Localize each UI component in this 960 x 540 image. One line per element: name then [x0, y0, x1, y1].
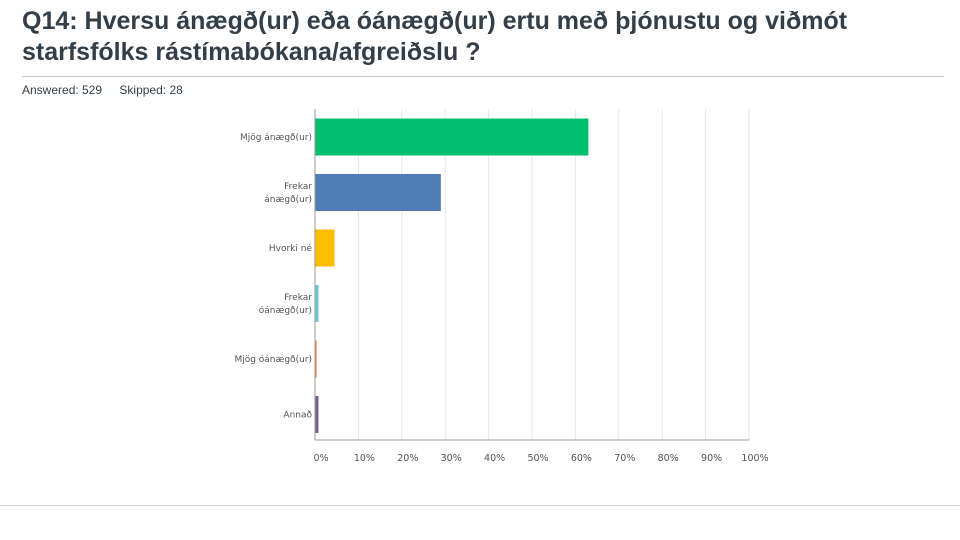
category-label: ánægð(ur) [264, 195, 312, 205]
x-tick-label: 90% [701, 453, 722, 464]
answered-count: Answered: 529 [22, 83, 103, 97]
x-tick-label: 10% [354, 453, 375, 464]
category-label: Hvorki né [269, 243, 313, 254]
x-tick-label: 70% [614, 453, 635, 464]
title-divider [22, 76, 944, 77]
skipped-count: Skipped: 28 [119, 83, 183, 97]
x-tick-label: 80% [658, 453, 679, 464]
x-tick-label: 50% [527, 453, 548, 464]
category-label: Frekar [284, 182, 312, 192]
footer-divider [0, 505, 960, 506]
category-label: Annað [283, 411, 312, 421]
category-label: Frekar [284, 293, 312, 303]
x-tick-label: 20% [397, 453, 418, 464]
bar [315, 396, 319, 433]
bar [315, 118, 589, 156]
bar [315, 340, 317, 378]
category-label: óánægð(ur) [259, 305, 312, 316]
x-tick-label: 60% [571, 453, 592, 464]
x-tick-label: 0% [313, 453, 328, 464]
bar [315, 285, 319, 322]
x-tick-label: 100% [741, 453, 768, 464]
category-label: Mjög ánægð(ur) [240, 133, 312, 143]
bar [315, 229, 335, 267]
response-stats: Answered: 529 Skipped: 28 [22, 83, 197, 97]
question-title: Q14: Hversu ánægð(ur) eða óánægð(ur) ert… [22, 7, 848, 66]
x-tick-label: 30% [441, 453, 462, 464]
category-label: Mjög óánægð(ur) [234, 354, 312, 365]
x-tick-label: 40% [484, 453, 505, 464]
bar [315, 174, 441, 211]
